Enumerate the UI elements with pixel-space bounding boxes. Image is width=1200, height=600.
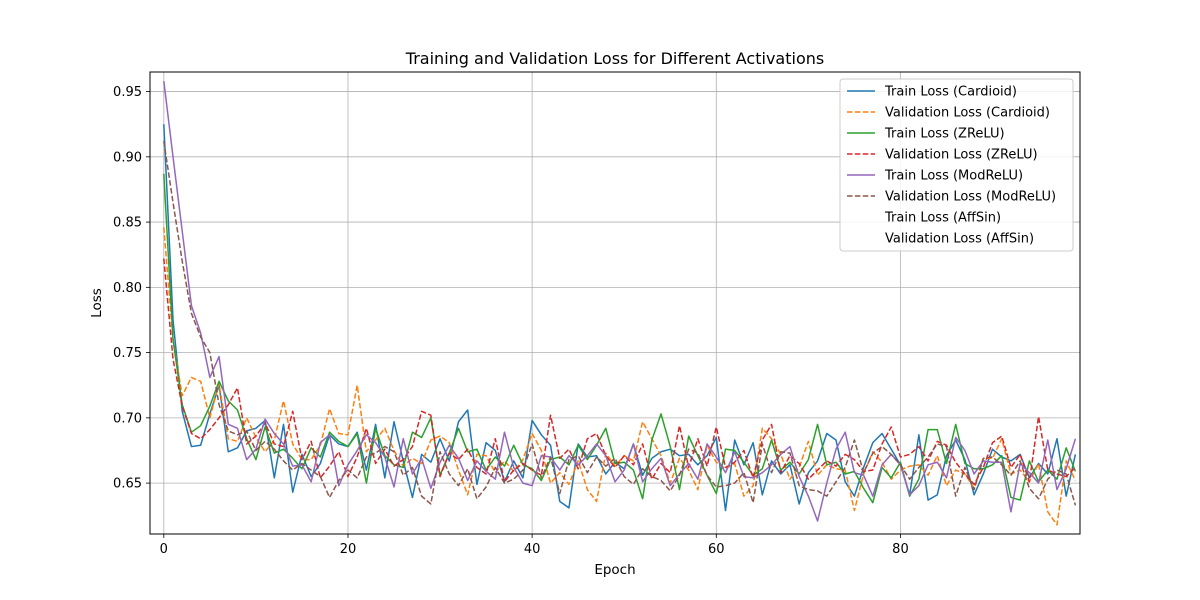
x-axis-label: Epoch — [594, 562, 635, 578]
series-lines — [163, 81, 1077, 526]
y-tick-label: 0.70 — [113, 411, 142, 426]
legend-label-train-loss-modrelu: Train Loss (ModReLU) — [884, 169, 1023, 184]
y-tick-label: 0.95 — [113, 85, 142, 100]
legend-label-train-loss-cardioid: Train Loss (Cardioid) — [884, 85, 1017, 100]
y-axis-label: Loss — [89, 288, 105, 318]
legend-box — [839, 78, 1074, 252]
x-tick-label: 0 — [160, 542, 168, 557]
y-tick-label: 0.80 — [113, 281, 142, 296]
series-line-validation-loss-cardioid — [163, 227, 1077, 526]
x-tick-label: 20 — [340, 542, 357, 557]
legend-label-validation-loss-zrelu: Validation Loss (ZReLU) — [885, 148, 1038, 163]
series-line-validation-loss-modrelu — [163, 141, 1077, 506]
series-line-train-loss-modrelu — [163, 81, 1077, 522]
chart-title: Training and Validation Loss for Differe… — [405, 49, 824, 68]
legend-label-train-loss-affsin: Train Loss (AffSin) — [884, 211, 1001, 226]
plot-frame — [149, 71, 1081, 535]
legend: Train Loss (Cardioid) Validation Loss (Ca… — [839, 78, 1074, 252]
legend-label-validation-loss-modrelu: Validation Loss (ModReLU) — [885, 190, 1056, 205]
y-tick-label: 0.65 — [113, 477, 142, 492]
y-tick-label: 0.75 — [113, 346, 142, 361]
y-tick-label: 0.85 — [113, 216, 142, 231]
x-tick-label: 40 — [524, 542, 541, 557]
legend-label-validation-loss-affsin: Validation Loss (AffSin) — [885, 232, 1034, 247]
legend-label-train-loss-zrelu: Train Loss (ZReLU) — [884, 127, 1005, 142]
legend-label-validation-loss-cardioid: Validation Loss (Cardioid) — [885, 106, 1050, 121]
y-tick-label: 0.90 — [113, 150, 142, 165]
series-line-train-loss-cardioid — [163, 124, 1077, 512]
x-tick-label: 60 — [708, 542, 725, 557]
x-tick-label: 80 — [892, 542, 909, 557]
y-axis-ticks: 0.65 0.70 0.75 0.80 0.85 0.90 0.95 — [113, 85, 150, 492]
x-axis-ticks: 0 20 40 60 80 — [160, 534, 909, 557]
